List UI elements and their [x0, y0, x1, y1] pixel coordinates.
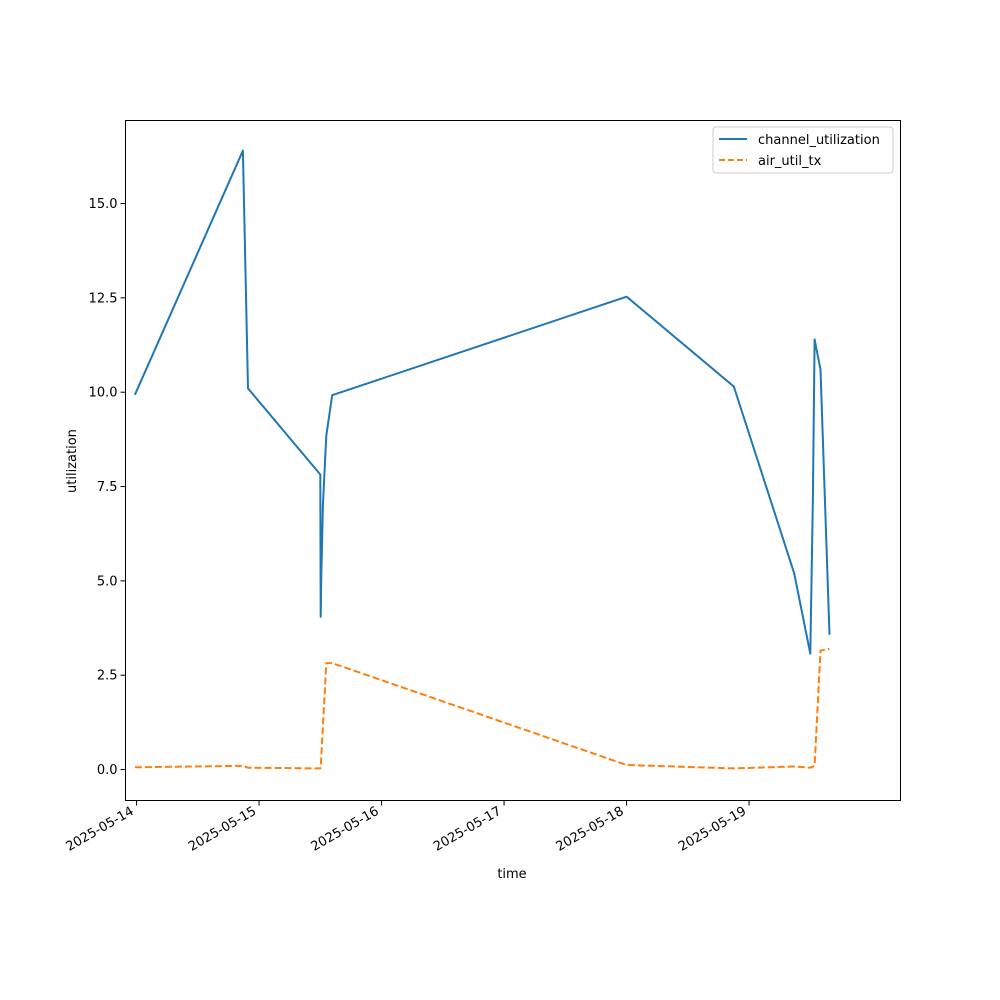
plot-background [125, 120, 901, 801]
series-lines [133, 149, 831, 770]
series-line-air-util-tx [134, 647, 830, 770]
series-line-channel-utilization [133, 149, 831, 655]
x-tick-label: 2025-05-15 [186, 804, 259, 855]
x-axis-ticks: 2025-05-14 2025-05-15 2025-05-16 2025-05-17… [64, 800, 750, 855]
y-tick-label: 2.5 [97, 669, 118, 684]
x-tick-label: 2025-05-18 [554, 804, 627, 855]
y-tick-label: 7.5 [97, 480, 118, 495]
y-tick-label: 5.0 [97, 574, 118, 589]
legend-label-air-util-tx: air_util_tx [758, 154, 822, 169]
y-axis-label: utilization [65, 429, 80, 493]
y-tick-label: 15.0 [89, 197, 118, 212]
x-axis-label: time [497, 867, 526, 882]
y-axis-ticks: 0.0 2.5 5.0 7.5 10.0 12.5 15.0 [89, 197, 126, 778]
x-tick-label: 2025-05-19 [676, 804, 749, 855]
y-tick-label: 12.5 [89, 291, 118, 306]
x-tick-label: 2025-05-16 [309, 804, 382, 855]
x-tick-label: 2025-05-17 [431, 804, 504, 855]
legend-box [712, 126, 894, 174]
plot-frame [125, 120, 901, 801]
y-tick-label: 0.0 [97, 763, 118, 778]
legend: channel_utilization air_util_tx [712, 126, 894, 174]
legend-label-channel-utilization: channel_utilization [758, 133, 880, 148]
y-tick-label: 10.0 [89, 386, 118, 401]
x-tick-label: 2025-05-14 [64, 804, 137, 855]
